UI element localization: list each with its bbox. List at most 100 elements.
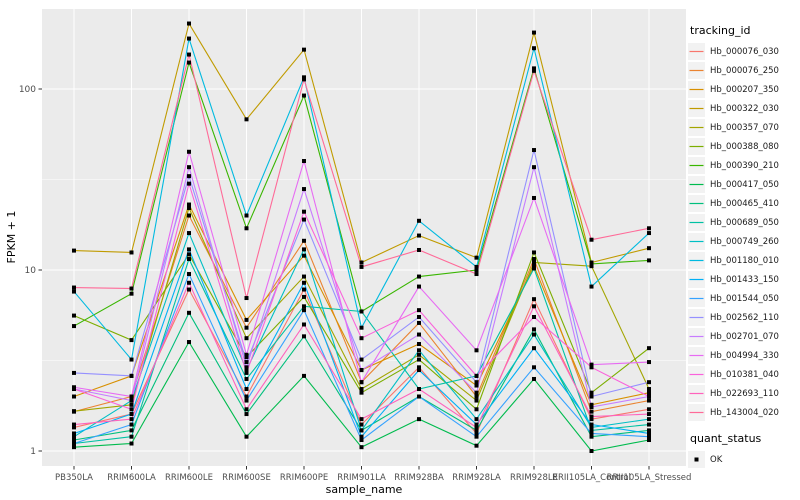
data-point (72, 289, 76, 294)
legend-key-swatch (688, 290, 705, 307)
data-point (474, 407, 479, 412)
data-point (187, 213, 191, 218)
legend-key-swatch (688, 347, 705, 364)
x-tick-label: PB350LA (55, 473, 93, 483)
data-point (129, 407, 134, 412)
legend-item-label: Hb_000388_080 (710, 141, 779, 152)
data-point (129, 394, 134, 399)
data-point (647, 434, 651, 439)
data-point (359, 445, 364, 450)
data-point (129, 373, 134, 378)
data-point (302, 77, 306, 82)
legend-key-swatch (688, 176, 705, 193)
legend-item-Hb_000689_050: Hb_000689_050 (688, 213, 800, 232)
data-point (72, 431, 76, 436)
x-tick-label: RRIM600LA (107, 473, 156, 483)
data-point (532, 68, 536, 73)
legend-item-label: Hb_000689_050 (710, 217, 779, 228)
data-point (244, 360, 249, 365)
legend-item-label: Hb_001433_150 (710, 274, 779, 285)
data-point (359, 438, 364, 443)
y-tick-label: 100 (19, 85, 36, 95)
data-point (244, 355, 249, 360)
data-point (589, 409, 594, 414)
data-point (129, 422, 134, 427)
data-point (474, 398, 479, 403)
data-point (129, 402, 134, 407)
legend-key-swatch (688, 43, 705, 60)
data-point (532, 304, 536, 309)
data-point (359, 434, 364, 439)
legend-key-swatch (688, 119, 705, 136)
data-point (187, 52, 191, 57)
legend-key-swatch (688, 404, 705, 421)
legend-block-quant-status: quant_status OK (688, 432, 800, 469)
legend-key-point (688, 451, 705, 468)
data-point (302, 187, 306, 192)
legend-key-swatch (688, 214, 705, 231)
data-point (532, 264, 536, 269)
data-point (532, 376, 536, 381)
data-point (589, 417, 594, 422)
legend-item-label: Hb_000076_250 (710, 65, 779, 76)
data-point (647, 428, 651, 433)
data-point (302, 334, 306, 339)
data-point (359, 357, 364, 362)
data-point (589, 394, 594, 399)
data-point (589, 284, 594, 289)
data-point (302, 280, 306, 285)
data-point (129, 291, 134, 296)
data-point (474, 394, 479, 399)
data-point (417, 417, 421, 422)
data-point (417, 365, 421, 370)
legend-item-label: Hb_000322_030 (710, 103, 779, 114)
data-point (72, 285, 76, 290)
data-point (187, 202, 191, 207)
data-point (417, 284, 421, 289)
legend-item-label: Hb_000207_350 (710, 84, 779, 95)
data-point (302, 93, 306, 98)
data-point (359, 422, 364, 427)
data-point (647, 407, 651, 412)
data-point (532, 260, 536, 265)
data-point (187, 206, 191, 211)
legend-key-swatch (688, 138, 705, 155)
data-point (359, 264, 364, 269)
data-point (302, 322, 306, 327)
legend-item-label: Hb_001544_050 (710, 293, 779, 304)
legend-item-Hb_000417_050: Hb_000417_050 (688, 175, 800, 194)
legend: tracking_id Hb_000076_030 Hb_000076_250 Hb… (688, 24, 800, 469)
data-point (129, 338, 134, 343)
data-point (589, 261, 594, 266)
data-point (417, 308, 421, 313)
legend-item-label: OK (710, 454, 723, 465)
x-tick-label: RRIM600LE (165, 473, 213, 483)
data-point (187, 165, 191, 170)
data-point (589, 402, 594, 407)
legend-item-label: Hb_004994_330 (710, 350, 779, 361)
data-point (417, 368, 421, 373)
legend-item-Hb_000076_250: Hb_000076_250 (688, 61, 800, 80)
data-point (474, 380, 479, 385)
data-point (72, 370, 76, 375)
data-point (187, 181, 191, 186)
data-point (647, 412, 651, 417)
data-point (187, 21, 191, 26)
legend-items-tracking-id: Hb_000076_030 Hb_000076_250 Hb_000207_350 H… (688, 42, 800, 422)
data-point (417, 233, 421, 238)
data-point (244, 352, 249, 357)
plot-panel (42, 9, 686, 466)
legend-item-Hb_000390_210: Hb_000390_210 (688, 156, 800, 175)
data-point (417, 387, 421, 392)
data-point (647, 417, 651, 422)
data-point (187, 280, 191, 285)
data-point (244, 370, 249, 375)
legend-item-label: Hb_000390_210 (710, 160, 779, 171)
legend-item-Hb_022693_110: Hb_022693_110 (688, 384, 800, 403)
legend-item-label: Hb_010381_040 (710, 369, 779, 380)
legend-key-swatch (688, 328, 705, 345)
legend-key-swatch (688, 385, 705, 402)
data-point (244, 412, 249, 417)
data-point (647, 422, 651, 427)
data-point (244, 226, 249, 231)
